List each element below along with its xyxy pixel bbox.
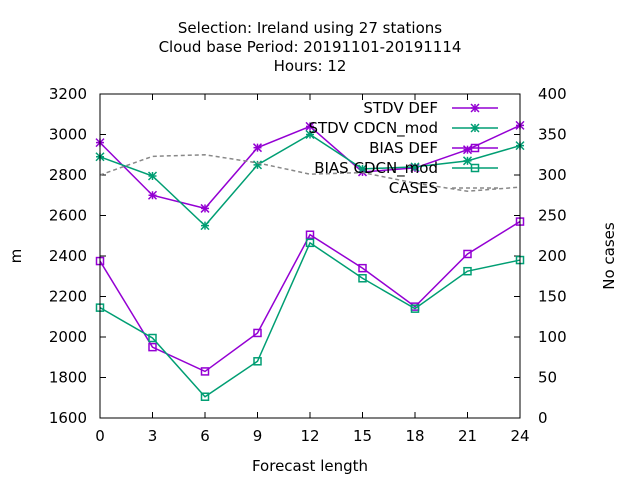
x-tick-label: 24 — [510, 427, 529, 445]
legend-label: CASES — [389, 179, 438, 197]
data-point — [357, 164, 368, 174]
legend-label: STDV CDCN_mod — [308, 119, 438, 138]
x-axis-label: Forecast length — [252, 457, 368, 475]
series-line — [99, 153, 521, 192]
data-point — [358, 263, 367, 273]
data-point — [253, 328, 262, 338]
y-tick-label: 2200 — [49, 288, 87, 306]
data-point — [305, 121, 315, 131]
data-point — [305, 129, 315, 140]
data-point — [470, 123, 480, 133]
y2-tick-label: 300 — [538, 166, 567, 184]
y-tick-label: 1600 — [49, 409, 87, 427]
y-tick-label: 2600 — [49, 207, 87, 225]
y-tick-label: 2800 — [49, 166, 87, 184]
data-point — [252, 143, 263, 153]
data-point — [470, 103, 480, 113]
data-point — [148, 333, 157, 343]
x-tick-label: 18 — [405, 427, 424, 445]
y2-tick-label: 400 — [538, 85, 567, 103]
y-tick-label: 3000 — [49, 126, 87, 144]
series-2 — [95, 217, 525, 376]
y-tick-label: 2400 — [49, 247, 87, 265]
y-tick-label: 1800 — [49, 369, 87, 387]
data-point — [470, 143, 480, 153]
legend-entry-4: CASES — [389, 179, 498, 197]
y2-tick-label: 250 — [538, 207, 567, 225]
y2-tick-label: 350 — [538, 126, 567, 144]
data-point — [470, 163, 480, 173]
y2-tick-label: 100 — [538, 328, 567, 346]
y2-tick-label: 150 — [538, 288, 567, 306]
data-point — [147, 190, 158, 200]
data-point — [148, 342, 157, 352]
legend-entry-1: STDV CDCN_mod — [308, 119, 498, 138]
x-tick-label: 0 — [95, 427, 105, 445]
data-point — [462, 156, 473, 166]
data-point — [252, 160, 263, 170]
data-point — [463, 266, 472, 276]
y2-tick-label: 200 — [538, 247, 567, 265]
axes: 0 3 6 9 12 15 18 21 2416001800200022002400260028… — [49, 85, 567, 445]
data-point — [200, 392, 210, 401]
x-tick-label: 3 — [148, 427, 158, 445]
data-point — [200, 221, 210, 231]
data-point — [200, 367, 210, 376]
legend-entry-2: BIAS DEF — [369, 139, 498, 157]
data-point — [253, 357, 262, 366]
data-point — [462, 145, 473, 155]
x-tick-label: 15 — [353, 427, 372, 445]
data-point — [358, 274, 367, 283]
legend-label: BIAS CDCN_mod — [314, 159, 438, 178]
data-point — [200, 203, 210, 213]
plot-frame — [99, 93, 521, 419]
y2-tick-label: 50 — [538, 369, 557, 387]
x-tick-label: 12 — [300, 427, 319, 445]
y-axis-label: m — [7, 249, 25, 264]
x-tick-label: 6 — [200, 427, 210, 445]
series-1 — [95, 129, 525, 231]
series-layer — [95, 120, 525, 401]
x-tick-label: 21 — [458, 427, 477, 445]
data-point — [410, 304, 420, 313]
y-tick-label: 2000 — [49, 328, 87, 346]
series-line — [99, 220, 521, 373]
data-point — [147, 171, 158, 181]
chart-title: Selection: Ireland using 27 stations Clo… — [159, 19, 462, 75]
data-point — [410, 162, 420, 172]
legend-entry-3: BIAS CDCN_mod — [314, 159, 498, 178]
title-line-1: Selection: Ireland using 27 stations — [178, 19, 442, 37]
y-tick-label: 3200 — [49, 85, 87, 103]
series-3 — [95, 238, 525, 401]
data-point — [463, 249, 472, 259]
data-point — [305, 238, 315, 248]
title-line-2: Cloud base Period: 20191101-20191114 — [159, 38, 462, 56]
series-line — [99, 241, 521, 398]
legend-label: BIAS DEF — [369, 139, 438, 157]
series-4 — [99, 153, 521, 192]
y2-axis-label: No cases — [600, 222, 618, 290]
data-point — [305, 230, 315, 239]
x-tick-label: 9 — [253, 427, 263, 445]
legend-entry-0: STDV DEF — [363, 99, 498, 117]
legend-label: STDV DEF — [363, 99, 438, 117]
y2-tick-label: 0 — [538, 409, 548, 427]
title-line-3: Hours: 12 — [274, 57, 347, 75]
